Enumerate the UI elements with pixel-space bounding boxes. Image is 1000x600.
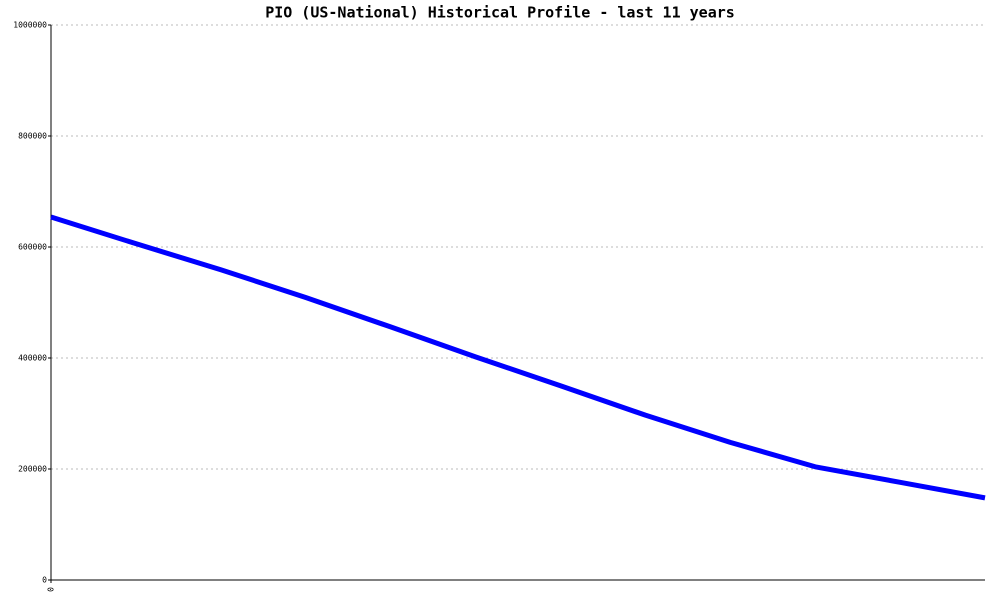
data-line	[50, 214, 986, 501]
y-tick-label: 800000	[18, 132, 47, 141]
y-tick-label: 200000	[18, 465, 47, 474]
chart-title: PIO (US-National) Historical Profile - l…	[265, 4, 735, 22]
y-tick-label: 1000000	[13, 21, 47, 30]
y-tick-label: 400000	[18, 354, 47, 363]
y-tick-label: 0	[42, 576, 47, 585]
y-tick-label: 600000	[18, 243, 47, 252]
x-tick-label: 0	[47, 587, 56, 592]
